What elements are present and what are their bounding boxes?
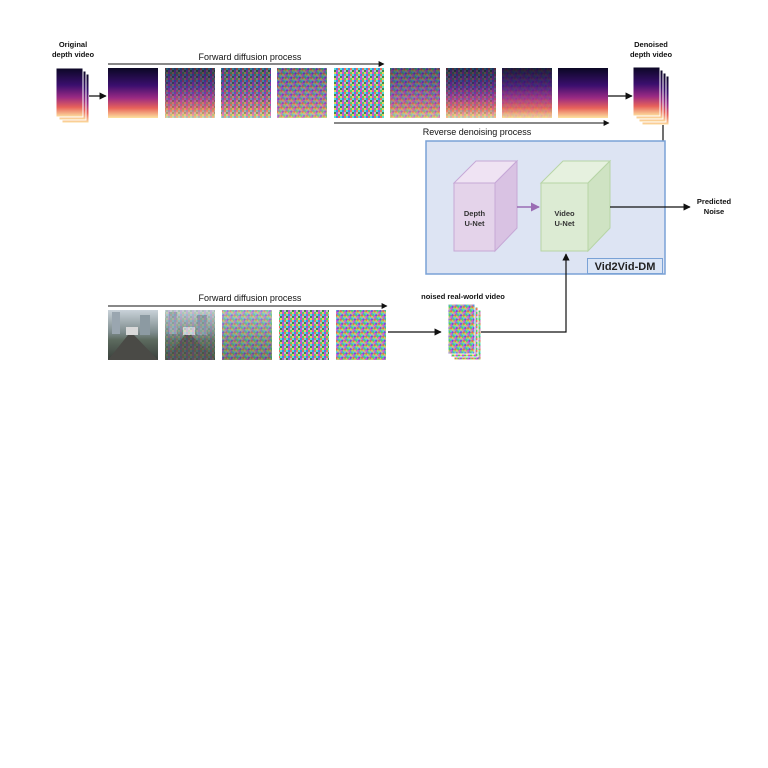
depth-frame-3 [221,68,271,118]
depth-frame-6 [390,68,440,118]
video-unet-label: Video U-Net [541,209,588,229]
depth-frame-8 [502,68,552,118]
video-unet-line-1: Video [554,209,575,218]
forward-diffusion-top-label: Forward diffusion process [198,52,302,62]
noise-frame-4 [279,310,329,360]
bottom-forward-frames [108,310,386,360]
predicted-noise-line-1: Predicted [696,197,732,206]
denoised-depth-video-stack [632,66,670,126]
predicted-noise-line-2: Noise [703,207,725,216]
depth-frame-7 [446,68,496,118]
predicted-noise-label: Predicted Noise [690,197,738,217]
original-depth-video-stack [55,67,90,124]
denoised-depth-video-label: Denoised depth video [621,40,681,60]
depth-unet-line-1: Depth [463,209,486,218]
street-frame-2 [165,310,215,360]
original-depth-video-line-1: Original [58,40,88,49]
denoised-depth-video-line-2: depth video [629,50,673,59]
video-unet-line-2: U-Net [554,219,575,228]
arrow-into-video-unet [481,253,570,333]
noise-frame-5 [336,310,386,360]
depth-unet-line-2: U-Net [464,219,485,228]
reverse-denoising-label: Reverse denoising process [422,127,532,137]
original-depth-video-label: Original depth video [44,40,102,60]
vid2vid-dm-label: Vid2Vid-DM [587,258,663,274]
denoised-depth-video-line-1: Denoised [634,40,668,49]
video-unet-cube [539,159,612,253]
forward-diffusion-bottom-label: Forward diffusion process [198,293,302,303]
original-depth-video-line-2: depth video [51,50,95,59]
depth-frame-2 [165,68,215,118]
street-frame-3 [222,310,272,360]
street-frame-1 [108,310,158,360]
top-forward-frames [108,68,608,118]
depth-frame-1 [108,68,158,118]
noised-real-world-video-label: noised real-world video [421,292,505,301]
depth-frame-4 [277,68,327,118]
depth-frame-5 [334,68,384,118]
depth-unet-cube [452,159,519,253]
depth-frame-9 [558,68,608,118]
depth-unet-label: Depth U-Net [454,209,495,229]
noised-real-world-video-stack [447,303,482,361]
